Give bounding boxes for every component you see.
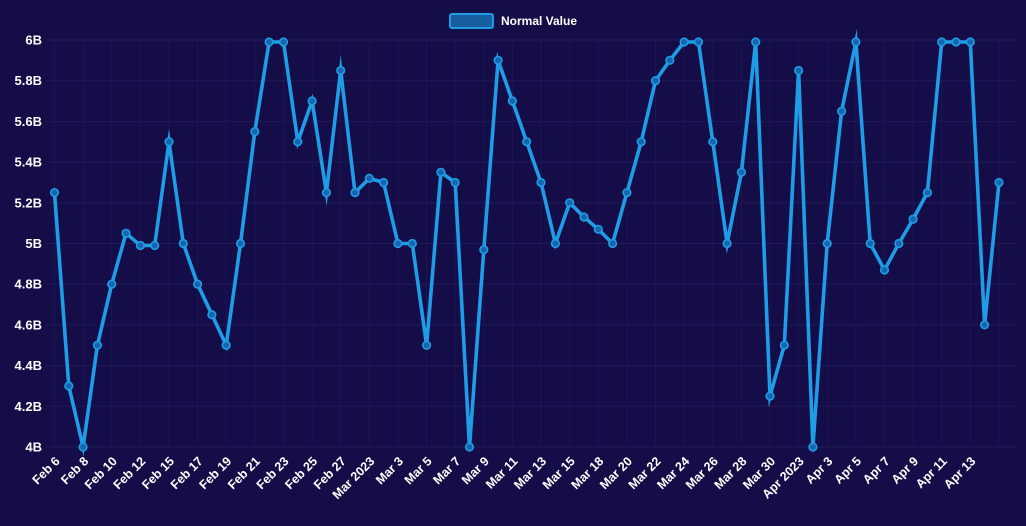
data-point-marker[interactable]: [622, 188, 632, 198]
y-axis-tick-label: 5.2B: [15, 195, 42, 210]
data-point-marker[interactable]: [321, 188, 332, 198]
data-point-marker[interactable]: [536, 177, 546, 188]
data-point-marker[interactable]: [951, 37, 961, 47]
data-point-marker[interactable]: [879, 265, 890, 275]
series-line[interactable]: [52, 28, 1001, 457]
data-point-marker[interactable]: [193, 279, 203, 289]
data-point-marker[interactable]: [164, 137, 174, 147]
x-axis-tick-label: Mar 5: [402, 454, 435, 487]
data-point-marker[interactable]: [836, 106, 847, 116]
data-point-marker[interactable]: [107, 279, 117, 289]
x-axis-tick-label: Mar 3: [373, 454, 406, 487]
x-axis-tick-label: Apr 13: [941, 454, 978, 491]
data-point-marker[interactable]: [793, 65, 804, 76]
data-point-marker[interactable]: [379, 177, 389, 188]
data-point-marker[interactable]: [92, 340, 102, 350]
data-point-marker[interactable]: [765, 391, 775, 401]
data-point-marker[interactable]: [751, 37, 761, 47]
data-point-marker[interactable]: [293, 137, 303, 147]
data-point-marker[interactable]: [922, 188, 933, 198]
data-point-marker[interactable]: [307, 96, 317, 106]
data-point-marker[interactable]: [250, 127, 260, 137]
data-point-marker[interactable]: [450, 177, 460, 188]
data-point-marker[interactable]: [350, 188, 360, 198]
data-point-marker[interactable]: [464, 442, 475, 452]
y-axis-tick-label: 4.4B: [15, 358, 42, 373]
data-point-marker[interactable]: [178, 238, 188, 249]
y-axis-tick-label: 5.4B: [15, 155, 42, 170]
data-point-marker[interactable]: [235, 238, 246, 249]
data-point-marker[interactable]: [593, 224, 603, 234]
x-axis-tick-label: Apr 5: [831, 454, 864, 487]
data-point-marker[interactable]: [579, 212, 589, 222]
data-point-marker[interactable]: [507, 96, 518, 106]
data-point-marker[interactable]: [150, 240, 160, 251]
data-point-marker[interactable]: [708, 137, 718, 147]
data-point-marker[interactable]: [851, 37, 861, 47]
data-point-marker[interactable]: [937, 37, 947, 47]
data-point-marker[interactable]: [364, 173, 374, 183]
data-point-marker[interactable]: [908, 214, 918, 224]
data-point-marker[interactable]: [264, 37, 274, 47]
data-point-marker[interactable]: [479, 245, 489, 255]
data-point-marker[interactable]: [822, 238, 832, 249]
data-point-marker[interactable]: [779, 340, 789, 350]
data-point-marker[interactable]: [393, 238, 403, 249]
data-point-marker[interactable]: [522, 137, 532, 147]
y-axis-tick-label: 6B: [25, 33, 42, 48]
data-point-marker[interactable]: [607, 238, 618, 249]
data-point-marker[interactable]: [493, 55, 503, 65]
legend-item-normal-value[interactable]: Normal Value: [448, 13, 578, 29]
data-point-marker[interactable]: [78, 442, 88, 452]
data-point-marker[interactable]: [693, 37, 704, 47]
y-axis-tick-label: 5.8B: [15, 73, 42, 88]
legend-label: Normal Value: [500, 14, 578, 28]
data-point-marker[interactable]: [221, 340, 231, 350]
x-axis-tick-label: Feb 6: [30, 454, 63, 487]
data-point-marker[interactable]: [722, 238, 732, 249]
data-point-marker[interactable]: [49, 188, 60, 198]
data-point-marker[interactable]: [207, 310, 217, 320]
x-axis-tick-label: Apr 3: [803, 454, 836, 487]
legend-swatch: [448, 13, 494, 29]
data-point-marker[interactable]: [736, 167, 747, 177]
y-axis-tick-label: 4.8B: [15, 277, 42, 292]
y-axis-tick-label: 4.6B: [15, 317, 42, 332]
data-point-marker[interactable]: [865, 238, 875, 249]
data-point-marker[interactable]: [565, 198, 575, 208]
data-point-marker[interactable]: [407, 238, 417, 249]
data-point-marker[interactable]: [278, 37, 289, 47]
data-point-marker[interactable]: [679, 37, 689, 47]
data-point-marker[interactable]: [894, 238, 904, 249]
data-point-marker[interactable]: [550, 238, 561, 249]
data-point-marker[interactable]: [436, 167, 446, 177]
x-axis-tick-label: Apr 7: [860, 454, 893, 487]
data-point-marker[interactable]: [665, 55, 675, 65]
data-point-marker[interactable]: [994, 177, 1004, 188]
y-axis-tick-label: 5.6B: [15, 114, 42, 129]
y-axis-tick-label: 5B: [25, 236, 42, 251]
data-point-marker[interactable]: [422, 340, 432, 350]
data-point-marker[interactable]: [965, 37, 975, 47]
data-point-marker[interactable]: [64, 381, 74, 391]
y-axis-tick-label: 4B: [25, 440, 42, 455]
x-axis-tick-label: Mar 7: [430, 454, 463, 487]
data-point-marker[interactable]: [636, 137, 646, 147]
data-point-marker[interactable]: [135, 240, 145, 251]
data-point-marker[interactable]: [979, 320, 990, 330]
data-point-marker[interactable]: [121, 228, 131, 238]
data-point-marker[interactable]: [336, 65, 346, 76]
data-point-marker[interactable]: [650, 76, 661, 86]
y-axis-tick-label: 4.2B: [15, 399, 42, 414]
data-point-marker[interactable]: [808, 442, 818, 452]
